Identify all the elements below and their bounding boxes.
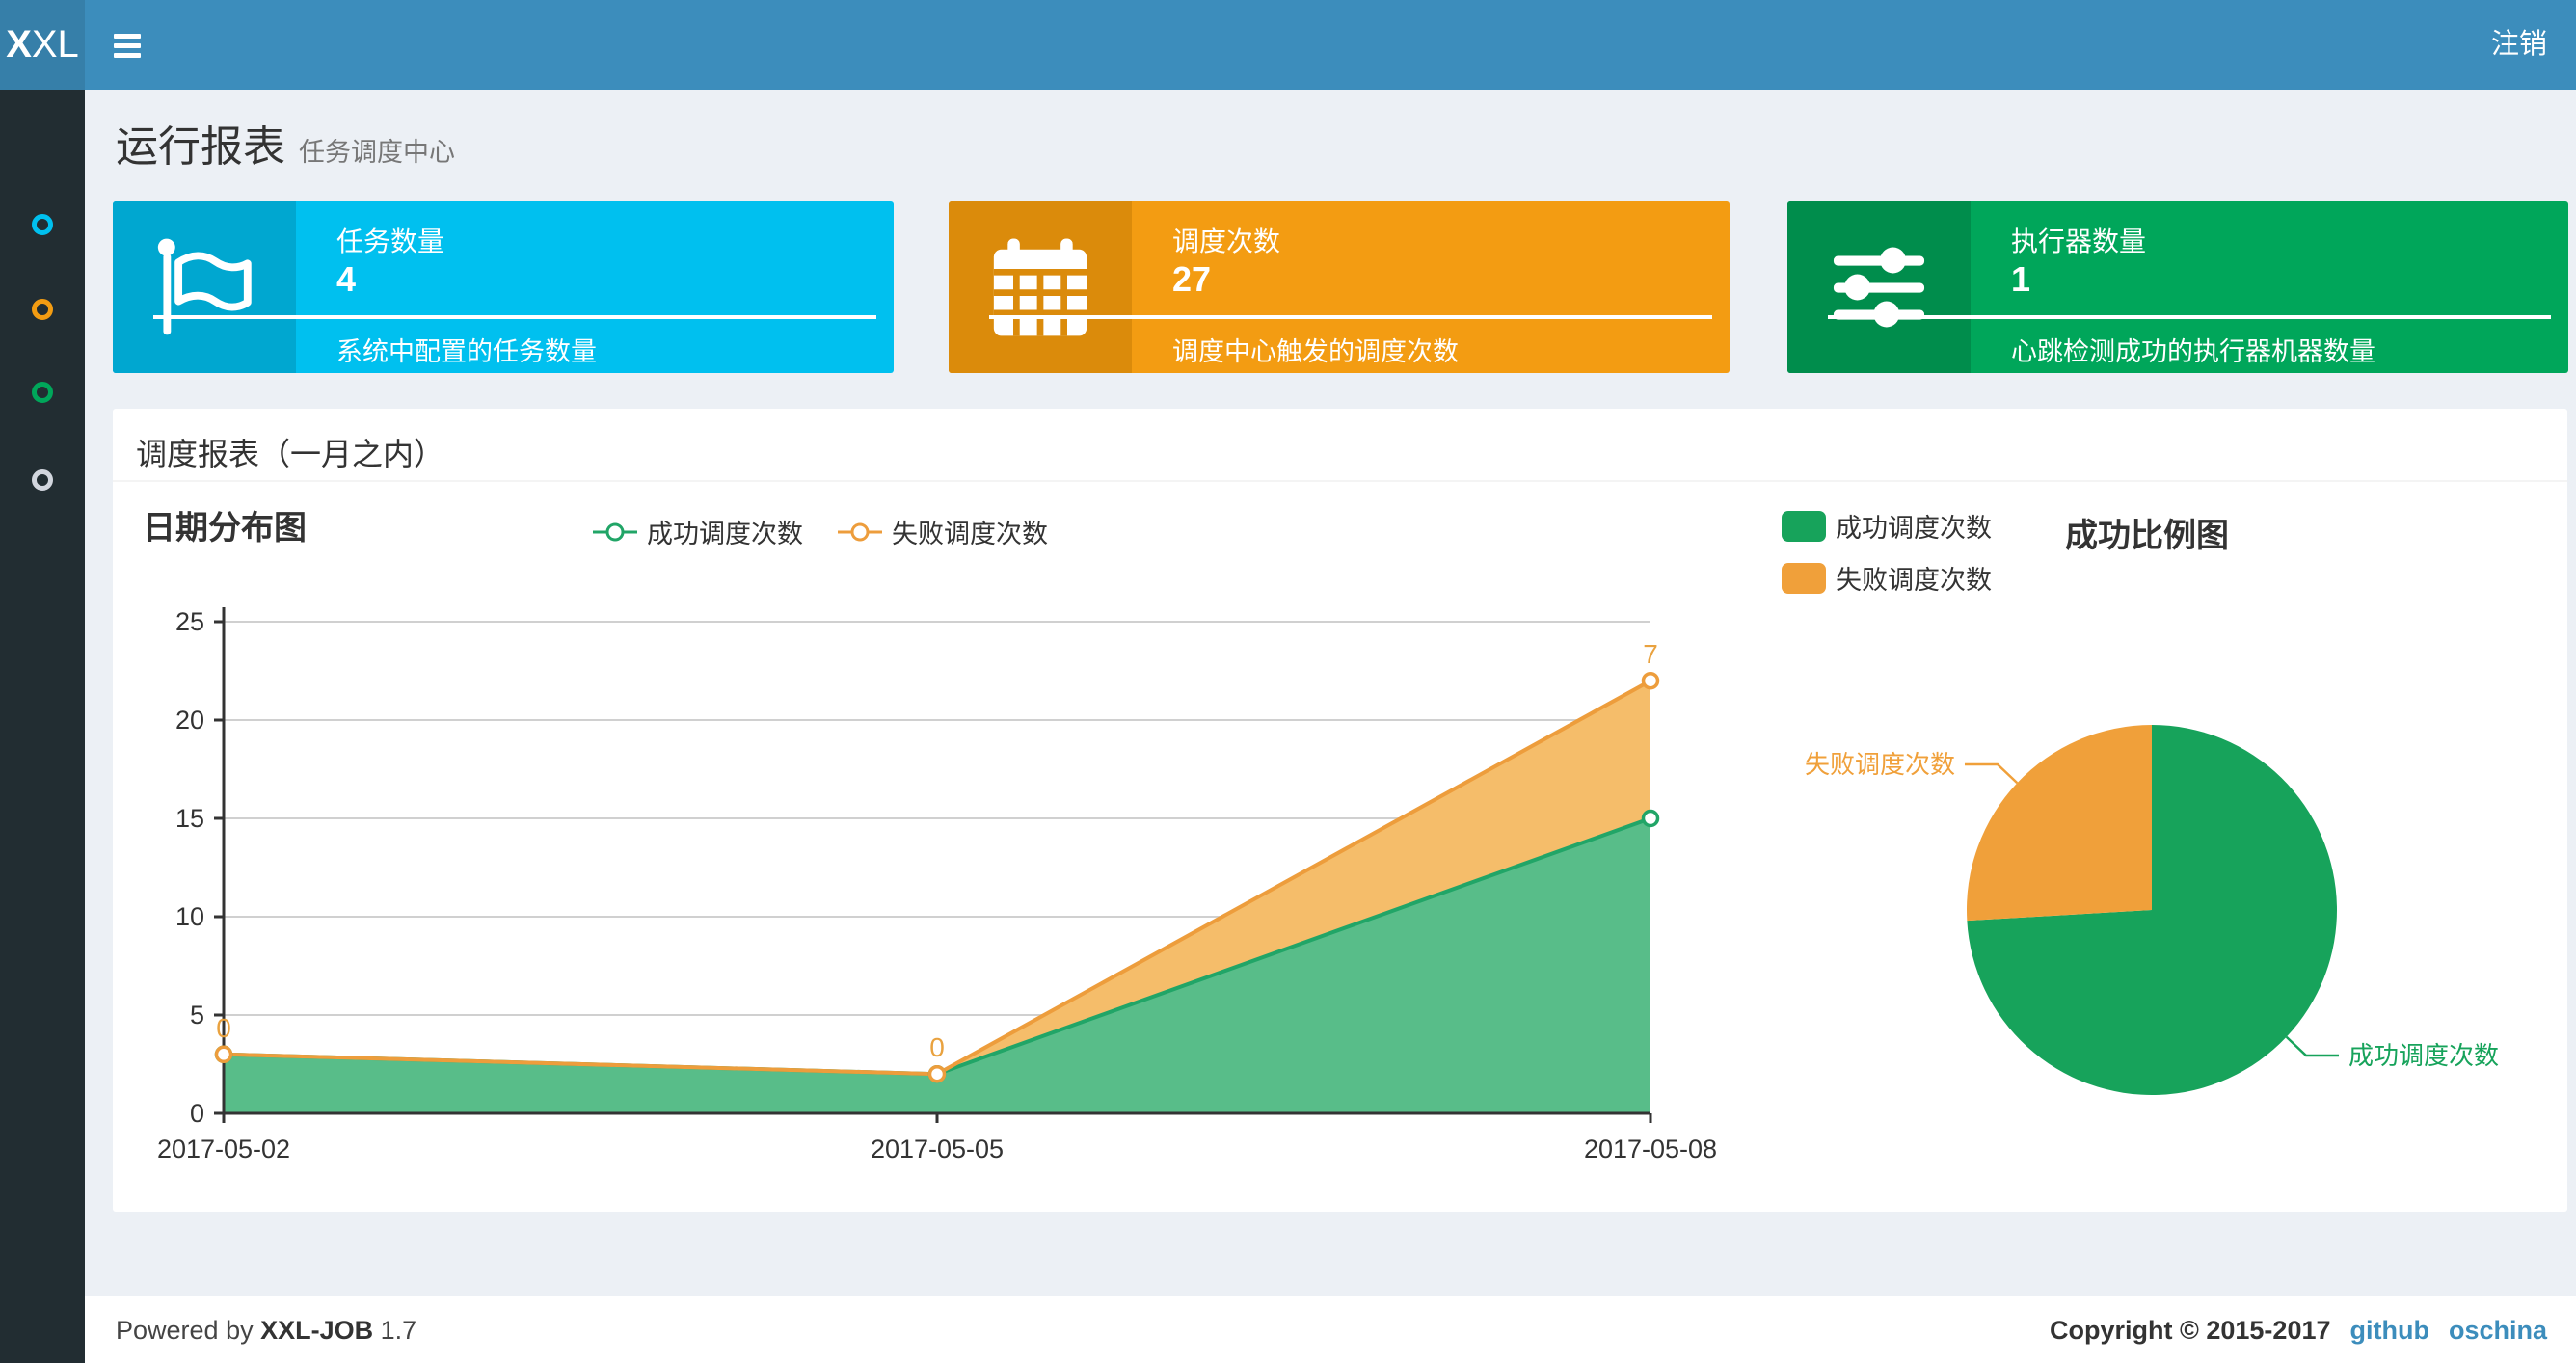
- svg-text:0: 0: [929, 1032, 945, 1062]
- line-chart-legend: 成功调度次数 失败调度次数: [593, 513, 1048, 550]
- divider: [1828, 315, 2551, 319]
- svg-text:5: 5: [190, 1001, 204, 1029]
- sidebar-item-executor[interactable]: [21, 459, 64, 501]
- copyright-text: Copyright © 2015-2017: [2049, 1316, 2331, 1345]
- stat-box-job-count: 任务数量 4 系统中配置的任务数量: [113, 201, 894, 373]
- stat-icon-area: [1787, 201, 1971, 373]
- stat-value: 27: [1172, 259, 1212, 299]
- legend-item-success[interactable]: 成功调度次数: [1782, 507, 1992, 545]
- svg-text:2017-05-02: 2017-05-02: [157, 1135, 290, 1163]
- powered-by: Powered by XXL-JOB 1.7: [116, 1316, 417, 1345]
- legend-swatch: [1782, 562, 1826, 594]
- divider: [989, 315, 1712, 319]
- sidebar-toggle-icon[interactable]: [100, 21, 156, 69]
- pie-chart-legend: 成功调度次数 失败调度次数: [1782, 507, 1992, 597]
- sidebar-item-run-report[interactable]: [21, 203, 64, 246]
- sidebar-item-dispatch-log[interactable]: [21, 371, 64, 414]
- circle-icon: [32, 382, 53, 403]
- svg-text:2017-05-08: 2017-05-08: [1584, 1135, 1717, 1163]
- logo-rest: XL: [31, 23, 79, 66]
- legend-item-success[interactable]: 成功调度次数: [593, 513, 803, 550]
- stat-description: 心跳检测成功的执行器机器数量: [2011, 337, 2375, 366]
- legend-swatch: [1782, 510, 1826, 542]
- logout-link[interactable]: 注销: [2490, 29, 2547, 60]
- legend-label: 失败调度次数: [892, 520, 1048, 548]
- logo-bold: X: [6, 23, 32, 66]
- svg-text:失败调度次数: 失败调度次数: [1805, 750, 1955, 779]
- svg-text:0: 0: [190, 1099, 204, 1128]
- panel-header: 调度报表（一月之内）: [113, 409, 2567, 482]
- svg-text:25: 25: [175, 607, 204, 636]
- legend-item-fail[interactable]: 失败调度次数: [838, 513, 1048, 550]
- sidebar-item-task-manage[interactable]: [21, 288, 64, 331]
- legend-label: 成功调度次数: [1836, 514, 1992, 543]
- flag-icon: [157, 238, 252, 335]
- line-chart-title: 日期分布图: [143, 510, 307, 547]
- success-ratio-pie-chart: 成功调度次数 失败调度次数: [1805, 725, 2499, 1095]
- footer: Powered by XXL-JOB 1.7 Copyright © 2015-…: [85, 1296, 2576, 1363]
- stat-title: 调度次数: [1172, 227, 1281, 256]
- stat-box-trigger-count: 调度次数 27 调度中心触发的调度次数: [949, 201, 1730, 373]
- pie-chart-title: 成功比例图: [2065, 518, 2229, 554]
- svg-text:20: 20: [175, 706, 204, 735]
- calendar-icon: [993, 238, 1087, 336]
- stat-title: 任务数量: [336, 227, 445, 256]
- svg-text:0: 0: [216, 1013, 231, 1043]
- stat-icon-area: [113, 201, 296, 373]
- circle-icon: [32, 469, 53, 491]
- line-marker-icon: [593, 522, 637, 541]
- svg-text:15: 15: [175, 804, 204, 833]
- sidebar: [0, 90, 85, 1363]
- stat-title: 执行器数量: [2011, 227, 2147, 256]
- sliders-icon: [1833, 247, 1925, 328]
- panel-title: 调度报表（一月之内）: [136, 437, 445, 471]
- legend-label: 成功调度次数: [647, 520, 803, 548]
- github-link[interactable]: github: [2349, 1316, 2429, 1345]
- stat-value: 4: [336, 259, 357, 299]
- circle-icon: [32, 214, 53, 235]
- page-header: 运行报表 任务调度中心: [116, 112, 455, 174]
- product-name: XXL-JOB: [260, 1316, 374, 1345]
- svg-text:10: 10: [175, 902, 204, 931]
- legend-item-fail[interactable]: 失败调度次数: [1782, 559, 1992, 597]
- stat-description: 系统中配置的任务数量: [336, 337, 597, 366]
- legend-label: 失败调度次数: [1836, 566, 1992, 595]
- stat-box-executor-count: 执行器数量 1 心跳检测成功的执行器机器数量: [1787, 201, 2568, 373]
- stat-description: 调度中心触发的调度次数: [1172, 337, 1459, 366]
- divider: [153, 315, 876, 319]
- page-subtitle: 任务调度中心: [299, 138, 455, 167]
- top-navbar: XXL 注销: [0, 0, 2576, 90]
- line-marker-icon: [838, 522, 882, 541]
- oschina-link[interactable]: oschina: [2448, 1316, 2547, 1345]
- svg-text:7: 7: [1643, 639, 1658, 669]
- svg-text:成功调度次数: 成功调度次数: [2348, 1041, 2499, 1070]
- app-logo[interactable]: XXL: [0, 0, 85, 90]
- stat-icon-area: [949, 201, 1132, 373]
- circle-icon: [32, 299, 53, 320]
- svg-text:2017-05-05: 2017-05-05: [871, 1135, 1004, 1163]
- page-title: 运行报表: [116, 123, 285, 171]
- stat-value: 1: [2011, 259, 2031, 299]
